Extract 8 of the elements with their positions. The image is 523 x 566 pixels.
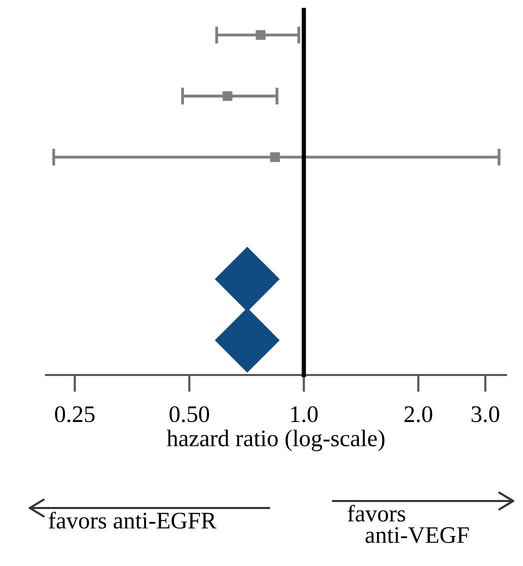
text: favors anti-EGFR [48,512,216,529]
text: favors anti-VEGF [348,504,469,544]
x-tick-label: 2.0 [404,406,432,422]
x-tick-label: 0.25 [55,406,95,422]
x-tick-label: 1.0 [291,406,318,422]
x-tick-label: 3.0 [472,406,500,422]
x-axis-title: hazard ratio (log-scale) [166,430,384,452]
x-tick-label: 0.50 [170,406,210,422]
